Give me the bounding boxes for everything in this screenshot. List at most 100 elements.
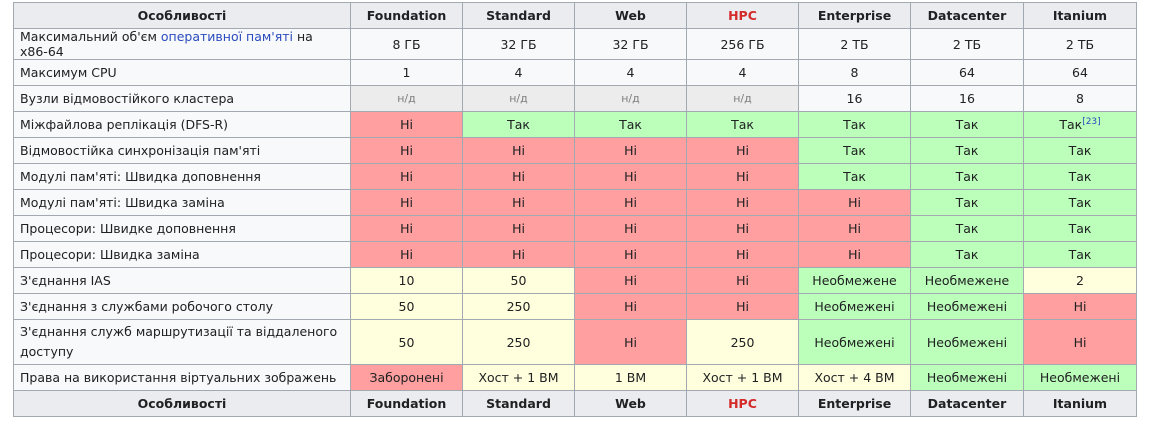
cell-value: 4 xyxy=(626,65,635,80)
cell-datacenter: Так xyxy=(910,189,1024,216)
ram-link[interactable]: оперативної пам'яті xyxy=(160,29,294,45)
cell-standard: 50 xyxy=(462,267,575,294)
cell-foundation: 10 xyxy=(350,267,463,294)
header-features: Особливості xyxy=(13,2,351,29)
cell-foundation: Заборонені xyxy=(350,364,463,391)
cell-value: Ні xyxy=(624,273,637,288)
feature-label: Модулі пам'яті: Швидка заміна xyxy=(13,189,351,216)
cell-value: Так xyxy=(955,221,979,236)
table-row: Процесори: Швидке доповнення Ні Ні Ні Ні Ні Та… xyxy=(13,215,1137,242)
cell-value: Хост + 4 ВМ xyxy=(814,370,895,385)
cell-value: Ні xyxy=(736,169,749,184)
cell-value: Ні xyxy=(624,299,637,314)
cell-datacenter: Необмежені xyxy=(910,364,1024,391)
cell-value: Ні xyxy=(624,334,637,350)
cell-datacenter: 64 xyxy=(910,59,1024,86)
cell-value: Так xyxy=(619,117,642,132)
header-datacenter: Datacenter xyxy=(910,2,1024,29)
cell-datacenter: Необмежені xyxy=(910,293,1024,320)
cell-web: 4 xyxy=(574,59,687,86)
cell-enterprise: Необмежене xyxy=(798,267,911,294)
cell-value: Необмежені xyxy=(926,370,1008,385)
cell-value: Заборонені xyxy=(369,370,444,385)
cell-value: Ні xyxy=(512,143,525,158)
cell-value: Необмежені xyxy=(814,299,895,314)
cell-standard: Ні xyxy=(462,163,575,190)
feature-label: Максимум CPU xyxy=(13,59,351,86)
cell-foundation: Ні xyxy=(350,241,463,268)
cell-value: 1 xyxy=(402,65,411,80)
cell-value: н/д xyxy=(509,92,528,105)
cell-itanium: Так xyxy=(1023,137,1137,164)
cell-value: 8 xyxy=(1076,91,1084,106)
cell-value: Ні xyxy=(624,247,637,262)
cell-hpc: Ні xyxy=(686,189,799,216)
cell-value: Ні xyxy=(736,299,749,314)
comparison-table-container: Особливості Foundation Standard Web HPC … xyxy=(13,2,1137,417)
cell-value: 64 xyxy=(1072,65,1088,80)
feature-label: З'єднання з службами робочого столу xyxy=(13,293,351,320)
table-row: Процесори: Швидка заміна Ні Ні Ні Ні Ні Так Так xyxy=(13,241,1137,268)
cell-hpc: Ні xyxy=(686,293,799,320)
cell-foundation: 50 xyxy=(350,293,463,320)
cell-web: Ні xyxy=(574,319,687,365)
cell-value: Так xyxy=(955,247,979,262)
table-row: Відмовостійка синхронізація пам'яті Ні Ні Н… xyxy=(13,137,1137,164)
cell-value: Хост + 1 ВМ xyxy=(478,370,559,385)
cell-value: Так xyxy=(1068,143,1092,158)
cell-itanium: 64 xyxy=(1023,59,1137,86)
table-row: Права на використання віртуальних зображ… xyxy=(13,364,1137,391)
feature-label: Відмовостійка синхронізація пам'яті xyxy=(13,137,351,164)
cell-foundation: Ні xyxy=(350,111,463,138)
feature-label: Права на використання віртуальних зображ… xyxy=(13,364,351,391)
cell-standard: Ні xyxy=(462,189,575,216)
cell-web: Ні xyxy=(574,215,687,242)
cell-itanium: 8 xyxy=(1023,85,1137,112)
cell-itanium: Так xyxy=(1023,215,1137,242)
cell-enterprise: Ні xyxy=(798,241,911,268)
cell-web: Ні xyxy=(574,189,687,216)
feature-label: Вузли відмовостійкого кластера xyxy=(13,85,351,112)
cell-hpc: Ні xyxy=(686,215,799,242)
cell-web: н/д xyxy=(574,85,687,112)
edition-comparison-table: Особливості Foundation Standard Web HPC … xyxy=(13,2,1137,417)
cell-value: 10 xyxy=(398,273,415,288)
cell-hpc: Ні xyxy=(686,137,799,164)
cell-value: Так xyxy=(955,117,979,132)
cell-value: 2 ТБ xyxy=(1065,36,1095,52)
cell-datacenter: Необмежені xyxy=(910,319,1024,365)
cell-itanium: Ні xyxy=(1023,293,1137,320)
cell-value: Ні xyxy=(400,117,413,132)
cell-value: Ні xyxy=(400,221,413,236)
cell-value: Ні xyxy=(400,169,413,184)
cell-web: Ні xyxy=(574,241,687,268)
cell-enterprise: Так xyxy=(798,163,911,190)
feature-label: Процесори: Швидка заміна xyxy=(13,241,351,268)
cell-value: Необмежені xyxy=(1039,370,1121,385)
cell-value: Ні xyxy=(512,247,525,262)
cell-value: н/д xyxy=(733,92,752,105)
cell-standard: 32 ГБ xyxy=(462,28,575,60)
table-row: Модулі пам'яті: Швидка доповнення Ні Ні Ні Н… xyxy=(13,163,1137,190)
cell-value: Ні xyxy=(1073,334,1087,350)
cell-enterprise: Так xyxy=(798,111,911,138)
cell-value: Хост + 1 ВМ xyxy=(702,370,783,385)
cell-value: Так xyxy=(843,143,866,158)
footer-hpc[interactable]: HPC xyxy=(686,390,799,417)
feature-label: З'єднання служб маршрутизації та віддале… xyxy=(13,319,351,365)
header-hpc[interactable]: HPC xyxy=(686,2,799,29)
table-row: Міжфайлова реплікація (DFS-R) Ні Так Так Так… xyxy=(13,111,1137,138)
table-row: Вузли відмовостійкого кластера н/д н/д н/д н… xyxy=(13,85,1137,112)
cell-web: Ні xyxy=(574,293,687,320)
cell-value: Ні xyxy=(736,247,749,262)
cell-value: Так xyxy=(843,117,866,132)
cell-hpc: Так xyxy=(686,111,799,138)
footer-enterprise: Enterprise xyxy=(798,390,911,417)
cell-value: 50 xyxy=(398,299,415,314)
cell-itanium: Ні xyxy=(1023,319,1137,365)
cell-standard: Так xyxy=(462,111,575,138)
cell-hpc: 4 xyxy=(686,59,799,86)
reference-link[interactable]: [23] xyxy=(1082,116,1101,127)
footer-itanium: Itanium xyxy=(1023,390,1137,417)
footer-web: Web xyxy=(574,390,687,417)
